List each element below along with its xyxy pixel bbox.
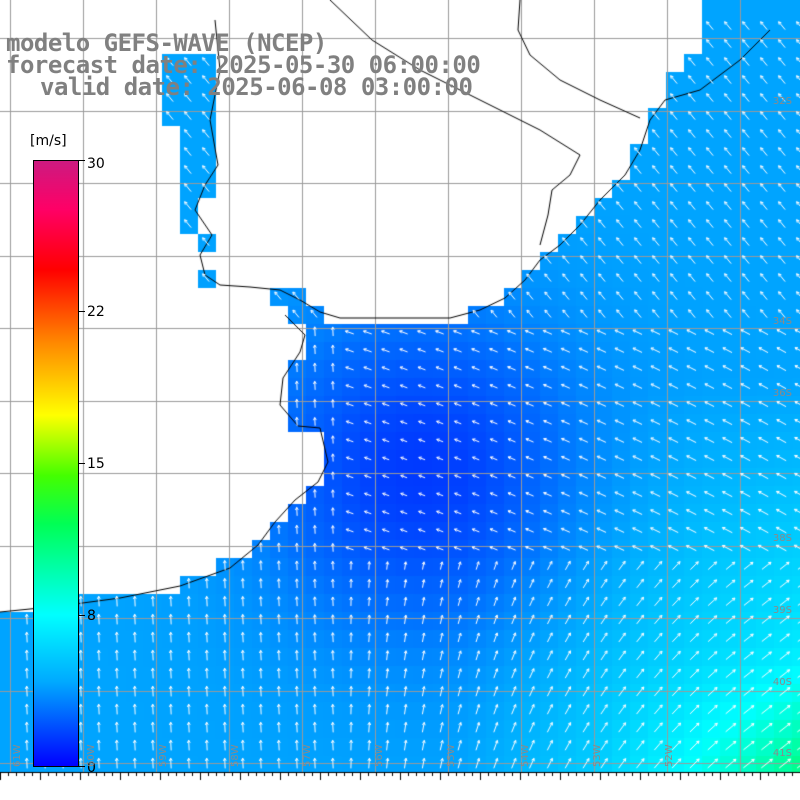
colorbar-tick-mark: [79, 311, 85, 312]
colorbar-tick-label: 0: [87, 760, 96, 776]
colorbar-tick-label: 30: [87, 156, 105, 172]
lon-label: 61W: [12, 744, 23, 767]
colorbar-tick-label: 22: [87, 304, 105, 320]
lon-label: 55W: [446, 744, 457, 767]
colorbar-tick-mark: [79, 463, 85, 464]
valid-date: valid date: 2025-06-08 03:00:00: [40, 73, 473, 101]
lat-label: 40S: [772, 677, 792, 688]
lat-label: 41S: [772, 748, 792, 759]
colorbar-tick-label: 8: [87, 608, 96, 624]
model-title: modelo GEFS-WAVE (NCEP): [6, 29, 327, 57]
lon-label: 53W: [592, 744, 603, 767]
lon-label: 58W: [230, 744, 241, 767]
lat-label: 34S: [772, 316, 792, 327]
colorbar-tick-mark: [79, 766, 85, 767]
lon-label: 52W: [664, 744, 675, 767]
lon-label: 59W: [158, 744, 169, 767]
lon-label: 57W: [302, 744, 313, 767]
lat-label: 36S: [772, 388, 792, 399]
lon-label: 54W: [520, 744, 531, 767]
lat-label: 32S: [772, 96, 792, 107]
lon-label: 60W: [86, 744, 97, 767]
colorbar: [33, 160, 79, 767]
colorbar-tick-mark: [79, 160, 85, 161]
forecast-date: forecast date: 2025-05-30 06:00:00: [6, 51, 481, 79]
colorbar-tick-label: 15: [87, 456, 105, 472]
colorbar-unit: [m/s]: [30, 133, 67, 149]
lat-label: 38S: [772, 533, 792, 544]
lon-label: 56W: [374, 744, 385, 767]
lat-label: 39S: [772, 605, 792, 616]
colorbar-tick-mark: [79, 615, 85, 616]
